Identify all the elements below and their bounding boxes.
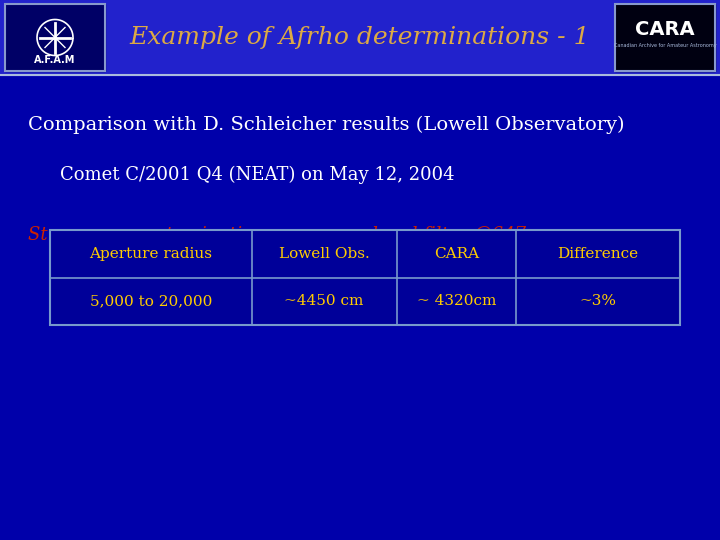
Text: 5,000 to 20,000: 5,000 to 20,000 — [89, 294, 212, 308]
Bar — [50, 230, 680, 325]
Text: Comparison with D. Schleicher results (Lowell Observatory): Comparison with D. Schleicher results (L… — [28, 116, 624, 134]
Text: Example of Afrho determinations - 1: Example of Afrho determinations - 1 — [130, 26, 590, 49]
Bar — [5, 4, 105, 71]
Text: Aperture radius: Aperture radius — [89, 247, 212, 261]
Text: Lowell Obs.: Lowell Obs. — [279, 247, 369, 261]
Text: Comet C/2001 Q4 (NEAT) on May 12, 2004: Comet C/2001 Q4 (NEAT) on May 12, 2004 — [60, 166, 454, 184]
Bar — [615, 4, 715, 71]
Bar — [0, 0, 720, 75]
Text: Difference: Difference — [557, 247, 639, 261]
Text: ~3%: ~3% — [580, 294, 616, 308]
Bar — [615, 4, 715, 71]
Bar — [5, 4, 105, 71]
Text: Canadian Archive for Amateur Astronomy: Canadian Archive for Amateur Astronomy — [613, 43, 716, 48]
Text: Strong gas contaminations  → narrowband filter @647nm: Strong gas contaminations → narrowband f… — [28, 226, 555, 244]
Text: CARA: CARA — [635, 20, 695, 39]
Text: ~4450 cm: ~4450 cm — [284, 294, 364, 308]
Text: A.F.A.M: A.F.A.M — [35, 55, 76, 65]
Bar — [50, 230, 680, 325]
Text: ~ 4320cm: ~ 4320cm — [417, 294, 496, 308]
Text: CARA: CARA — [433, 247, 479, 261]
